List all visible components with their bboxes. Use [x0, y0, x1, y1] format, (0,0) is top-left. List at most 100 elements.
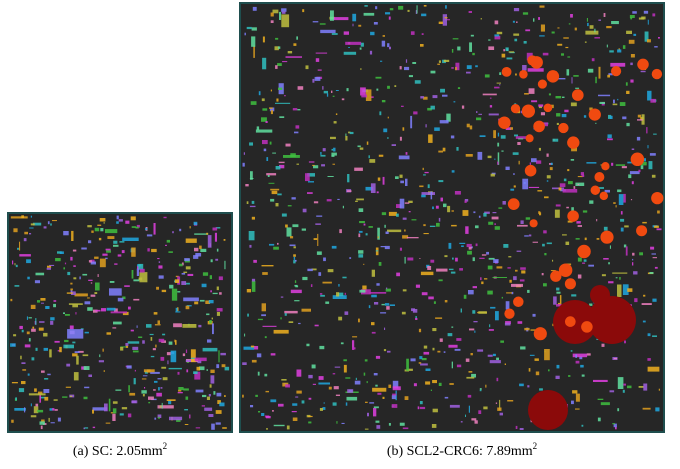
- layout-blob: [272, 191, 278, 194]
- layout-blob: [211, 259, 213, 262]
- layout-blob: [431, 71, 436, 74]
- layout-blob: [420, 96, 424, 98]
- layout-blob: [193, 371, 198, 374]
- layout-blob: [334, 17, 349, 20]
- layout-blob: [633, 34, 636, 36]
- layout-blob: [536, 160, 541, 163]
- layout-blob: [169, 285, 173, 289]
- layout-blob: [627, 386, 632, 389]
- layout-blob: [67, 272, 70, 275]
- layout-blob: [623, 384, 626, 386]
- layout-blob: [47, 268, 51, 270]
- layout-blob: [269, 183, 275, 184]
- layout-blob: [263, 37, 265, 43]
- layout-blob: [279, 12, 281, 20]
- page: {"panels": [ {"label": "(a)", "name": "S…: [0, 0, 680, 469]
- layout-blob: [311, 284, 313, 287]
- layout-blob: [156, 287, 159, 290]
- layout-blob: [646, 127, 647, 133]
- layout-blob: [497, 162, 499, 165]
- layout-blob: [276, 203, 279, 206]
- layout-blob: [407, 258, 413, 261]
- layout-blob: [632, 259, 633, 261]
- layout-blob: [319, 376, 324, 380]
- layout-blob: [544, 349, 550, 360]
- layout-blob: [360, 68, 362, 69]
- layout-blob: [109, 288, 122, 295]
- layout-blob: [266, 428, 268, 429]
- layout-blob: [350, 132, 354, 134]
- layout-blob: [297, 370, 302, 377]
- layout-blob: [637, 59, 649, 71]
- layout-blob: [426, 124, 427, 127]
- layout-blob: [412, 219, 417, 220]
- layout-blob: [412, 62, 416, 64]
- layout-blob: [276, 166, 281, 170]
- layout-blob: [280, 317, 281, 319]
- layout-blob: [39, 328, 44, 331]
- layout-blob: [274, 330, 289, 334]
- layout-blob: [637, 137, 640, 141]
- layout-blob: [344, 365, 347, 373]
- layout-blob: [336, 90, 339, 91]
- layout-blob: [582, 263, 585, 264]
- layout-blob: [594, 172, 604, 182]
- layout-blob: [262, 98, 265, 101]
- layout-blob: [652, 253, 657, 254]
- layout-blob: [119, 241, 124, 243]
- layout-blob: [329, 387, 332, 390]
- layout-blob: [106, 423, 111, 424]
- layout-blob: [159, 339, 165, 342]
- layout-blob: [508, 256, 511, 257]
- layout-blob: [556, 204, 561, 206]
- layout-blob: [403, 289, 407, 291]
- layout-blob: [406, 59, 407, 63]
- layout-blob: [278, 404, 284, 407]
- layout-blob: [454, 101, 456, 102]
- layout-blob: [556, 96, 562, 98]
- layout-blob: [371, 295, 377, 298]
- layout-blob: [35, 280, 40, 283]
- layout-blob: [475, 65, 478, 67]
- layout-blob: [224, 239, 226, 241]
- layout-blob: [400, 199, 405, 209]
- layout-blob: [468, 395, 472, 398]
- layout-blob: [471, 418, 476, 420]
- layout-blob: [376, 89, 378, 91]
- layout-blob: [217, 249, 219, 252]
- layout-blob: [320, 293, 322, 295]
- layout-blob: [474, 331, 475, 333]
- layout-blob: [99, 360, 104, 362]
- layout-blob: [364, 373, 366, 376]
- layout-blob: [552, 260, 553, 262]
- caption-exponent: 2: [533, 441, 538, 451]
- layout-blob: [461, 245, 464, 247]
- layout-blob: [209, 320, 212, 324]
- layout-blob: [566, 242, 570, 245]
- layout-blob: [317, 234, 318, 246]
- layout-blob: [402, 312, 406, 315]
- layout-blob: [383, 35, 385, 37]
- layout-blob: [113, 322, 122, 325]
- layout-blob: [617, 49, 621, 52]
- layout-blob: [599, 67, 601, 79]
- layout-blob: [630, 63, 633, 66]
- layout-blob: [616, 164, 625, 166]
- layout-blob: [627, 288, 632, 292]
- layout-blob: [312, 79, 314, 83]
- layout-blob: [132, 270, 134, 279]
- layout-blob: [294, 257, 295, 260]
- layout-blob: [219, 403, 224, 407]
- layout-blob: [63, 267, 65, 269]
- layout-blob: [476, 244, 478, 247]
- layout-blob: [389, 17, 391, 20]
- layout-blob: [207, 369, 208, 371]
- layout-blob: [420, 363, 428, 365]
- layout-blob: [98, 274, 99, 277]
- layout-blob: [573, 354, 587, 358]
- layout-blob: [155, 324, 161, 325]
- layout-blob: [270, 199, 274, 202]
- layout-blob: [283, 155, 300, 158]
- layout-blob: [202, 405, 205, 406]
- layout-blob: [128, 385, 130, 392]
